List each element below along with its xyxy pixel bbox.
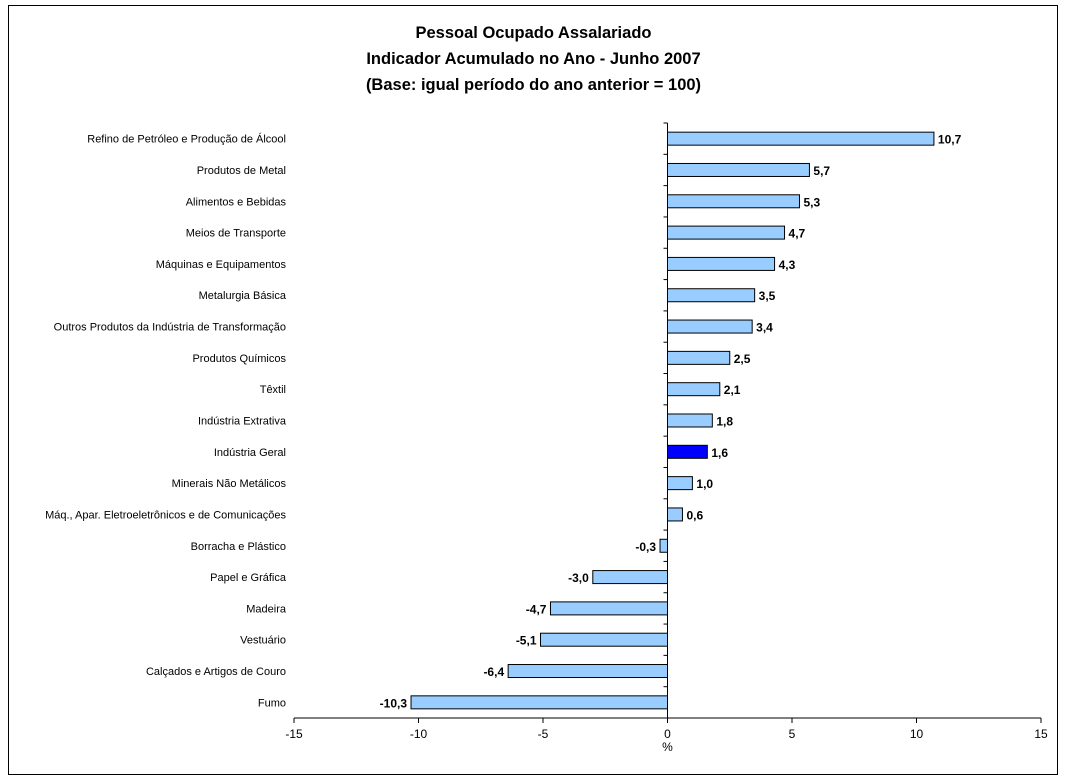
x-tick-label: 5 xyxy=(789,727,796,741)
data-label: 1,0 xyxy=(696,477,713,491)
category-label: Alimentos e Bebidas xyxy=(186,196,287,208)
bar xyxy=(667,382,721,397)
category-label: Fumo xyxy=(258,697,286,709)
bar xyxy=(667,131,935,146)
bar xyxy=(667,225,786,240)
data-label: 1,6 xyxy=(711,446,728,460)
bar xyxy=(667,194,800,209)
data-label: 2,5 xyxy=(734,352,751,366)
bar xyxy=(667,476,693,491)
bar xyxy=(667,413,713,428)
category-label: Meios de Transporte xyxy=(186,228,286,240)
category-label: Outros Produtos da Indústria de Transfor… xyxy=(54,322,286,334)
x-tick-label: 0 xyxy=(664,727,671,741)
bar xyxy=(667,256,776,271)
data-label: -10,3 xyxy=(380,696,408,710)
bar xyxy=(659,538,669,553)
data-label: 2,1 xyxy=(724,383,741,397)
category-label: Produtos de Metal xyxy=(197,165,286,177)
category-label: Máquinas e Equipamentos xyxy=(156,259,287,271)
data-label: -6,4 xyxy=(483,665,504,679)
category-label: Produtos Químicos xyxy=(192,353,286,365)
data-label: -5,1 xyxy=(516,634,537,648)
bar xyxy=(667,162,810,177)
category-label: Indústria Extrativa xyxy=(198,416,287,428)
bar xyxy=(667,288,756,303)
x-tick-label: -5 xyxy=(538,727,549,741)
data-label: 10,7 xyxy=(938,133,962,147)
x-tick-label: -15 xyxy=(285,727,303,741)
data-label: 0,6 xyxy=(686,508,703,522)
data-label: -3,0 xyxy=(568,571,589,585)
category-label: Metalurgia Básica xyxy=(199,290,287,302)
category-label: Máq., Apar. Eletroeletrônicos e de Comun… xyxy=(45,509,286,521)
category-label: Vestuário xyxy=(240,635,286,647)
bar xyxy=(667,350,731,365)
x-tick-label: 10 xyxy=(910,727,924,741)
data-label: 4,3 xyxy=(779,258,796,272)
data-label: 1,8 xyxy=(716,415,733,429)
data-label: -0,3 xyxy=(635,540,656,554)
data-label: 3,4 xyxy=(756,321,773,335)
category-label: Têxtil xyxy=(260,384,286,396)
bar xyxy=(667,319,753,334)
bar xyxy=(667,444,708,459)
data-label: 5,3 xyxy=(803,195,820,209)
data-label: 4,7 xyxy=(789,227,806,241)
bar xyxy=(549,601,668,616)
bar xyxy=(592,570,668,585)
category-label: Indústria Geral xyxy=(214,447,286,459)
bar xyxy=(667,507,683,522)
category-label: Madeira xyxy=(246,603,287,615)
bar xyxy=(540,632,669,647)
chart-title-line-1: Pessoal Ocupado Assalariado xyxy=(415,24,652,42)
chart-title-line-3: (Base: igual período do ano anterior = 1… xyxy=(365,76,702,94)
x-tick-label: -10 xyxy=(410,727,428,741)
category-label: Minerais Não Metálicos xyxy=(172,478,287,490)
chart-title-line-2: Indicador Acumulado no Ano - Junho 2007 xyxy=(366,50,701,68)
bar xyxy=(410,695,668,710)
x-axis-label: % xyxy=(662,740,673,754)
category-label: Calçados e Artigos de Couro xyxy=(146,666,286,678)
x-tick-label: 15 xyxy=(1034,727,1048,741)
category-label: Borracha e Plástico xyxy=(191,541,286,553)
data-label: -4,7 xyxy=(526,602,547,616)
category-label: Refino de Petróleo e Produção de Álcool xyxy=(87,133,286,146)
data-label: 5,7 xyxy=(813,164,830,178)
category-label: Papel e Gráfica xyxy=(210,572,287,584)
bar xyxy=(507,664,669,679)
data-label: 3,5 xyxy=(759,289,776,303)
